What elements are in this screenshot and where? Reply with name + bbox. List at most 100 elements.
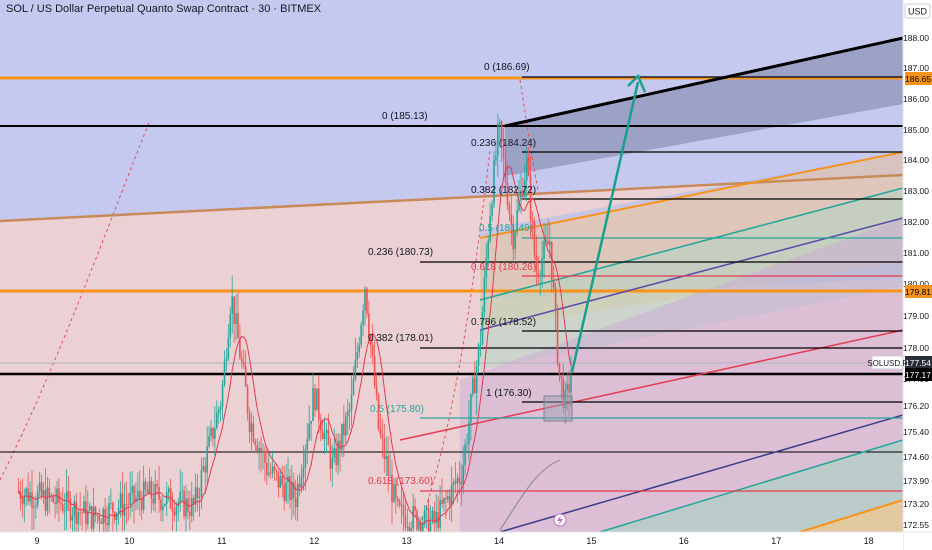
candle-body — [441, 500, 443, 504]
navy-bottom-trend — [499, 414, 904, 533]
candle-body — [321, 430, 324, 439]
candle-body — [377, 394, 380, 429]
dark-channel — [505, 38, 903, 176]
candle-body — [379, 428, 382, 435]
candle-body — [254, 441, 257, 446]
candle-body — [558, 363, 561, 375]
currency-label: USD — [908, 7, 928, 17]
y-tick-label: 178.00 — [903, 343, 929, 353]
candle-body — [508, 205, 511, 214]
candle-body — [214, 428, 216, 439]
candle-body — [221, 384, 224, 407]
black-rising-trend — [504, 36, 904, 128]
candle-body — [144, 481, 147, 490]
candle-body — [535, 254, 538, 273]
candle-body — [431, 510, 434, 521]
candle-body — [368, 313, 370, 337]
candle-body — [398, 501, 401, 506]
candle-body — [396, 498, 399, 502]
candle-body — [485, 257, 488, 278]
candle-body — [81, 512, 83, 514]
time-axis[interactable] — [0, 532, 903, 550]
candle-body — [298, 483, 301, 488]
candle-body — [514, 232, 516, 250]
candle-body — [58, 488, 60, 503]
candle-body — [77, 511, 79, 524]
candle-body — [402, 504, 405, 517]
candle-body — [358, 344, 361, 353]
fib-b-0236-label: 0.236 (184.24) — [471, 138, 536, 149]
candle-body — [316, 388, 318, 411]
price-axis[interactable] — [903, 0, 932, 550]
candle-body — [98, 515, 101, 522]
candle-body — [231, 296, 233, 314]
y-tick-label: 188.00 — [903, 33, 929, 43]
candle-body — [146, 489, 149, 494]
fib-a-0236-label: 0.236 (180.73) — [368, 247, 433, 258]
currency-badge: USD — [904, 3, 931, 19]
candle-body — [110, 503, 112, 504]
candle-body — [112, 503, 114, 513]
candle-body — [445, 497, 447, 500]
price-tag-last-text: 177.54 — [905, 358, 931, 368]
y-tick-label: 187.00 — [903, 63, 929, 73]
candle-body — [69, 498, 72, 521]
candle-body — [73, 501, 76, 516]
candle-body — [335, 448, 337, 466]
candle-body — [552, 279, 555, 288]
candle-body — [331, 457, 334, 469]
candle-body — [418, 522, 420, 530]
gray-ma-line — [499, 459, 561, 531]
candle-body — [475, 366, 478, 394]
candle-body — [433, 510, 436, 524]
candle-body — [450, 484, 453, 506]
candle-body — [162, 505, 164, 511]
candle-body — [360, 325, 362, 345]
candle-body — [550, 241, 553, 280]
candle-body — [310, 421, 312, 425]
candle-body — [115, 512, 118, 520]
candle-body — [223, 361, 226, 385]
candle-body — [241, 358, 243, 363]
candle-body — [44, 489, 47, 511]
candle-body — [27, 488, 29, 502]
candle-body — [60, 502, 62, 505]
candle-body — [454, 481, 457, 484]
teal-rising-trend — [479, 187, 904, 301]
candle-body — [40, 482, 43, 497]
candle-body — [38, 482, 41, 492]
candle-body — [129, 492, 131, 505]
candle-body — [256, 445, 259, 452]
y-tick-label: 175.40 — [903, 427, 929, 437]
candle-body — [458, 477, 461, 483]
candle-body — [267, 472, 270, 475]
candle-body — [52, 495, 54, 503]
candle-body — [217, 409, 220, 413]
candle-body — [477, 344, 480, 367]
candle-body — [164, 503, 166, 506]
candle-body — [137, 490, 139, 498]
candle-body — [244, 365, 247, 387]
candle-body — [512, 224, 515, 250]
candle-body — [154, 484, 156, 504]
entry-box[interactable] — [543, 395, 573, 422]
candle-body — [140, 499, 143, 510]
candle-body — [71, 515, 74, 521]
candle-body — [271, 466, 274, 474]
candle-body — [292, 481, 295, 499]
candle-body — [560, 374, 563, 379]
candle-body — [568, 383, 570, 393]
candle-body — [323, 433, 326, 439]
candle-body — [312, 388, 314, 422]
projection-arrow[interactable] — [570, 81, 640, 373]
candle-body — [121, 493, 124, 516]
candle-body — [239, 338, 241, 359]
lightning-icon[interactable] — [553, 513, 567, 527]
candle-body — [539, 275, 541, 277]
candle-body — [202, 466, 205, 471]
candle-body — [194, 487, 197, 505]
y-tick-label: 176.20 — [903, 401, 929, 411]
candle-body — [67, 491, 70, 499]
candle-body — [304, 449, 307, 468]
